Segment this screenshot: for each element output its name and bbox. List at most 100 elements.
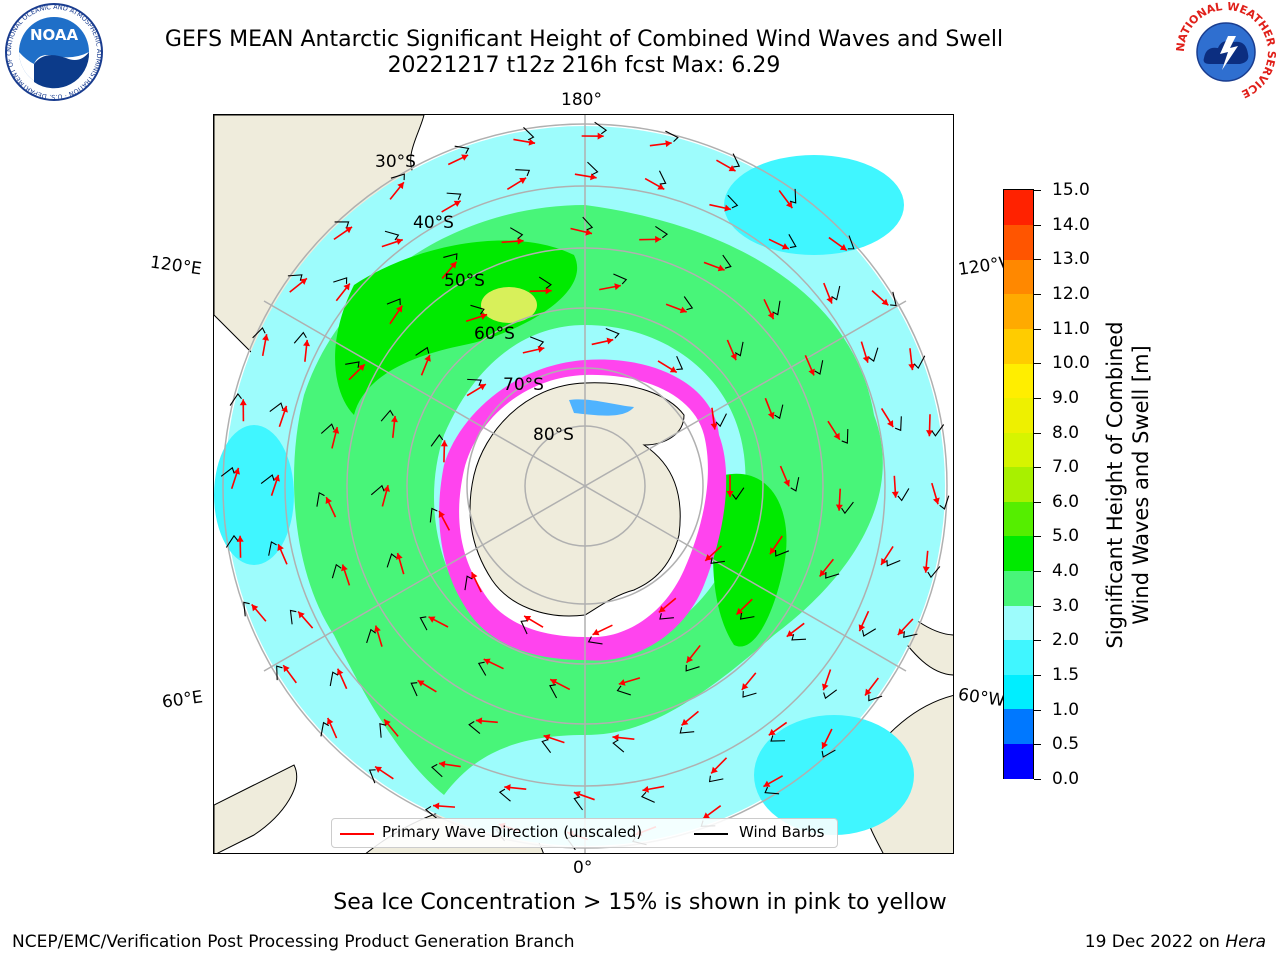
wind-barb — [410, 682, 418, 697]
wind-barb — [515, 169, 531, 177]
wind-barb — [320, 721, 330, 737]
wind-barb — [683, 296, 694, 311]
wave-direction-arrowhead — [710, 423, 718, 430]
wave-direction-arrowhead — [702, 812, 710, 819]
colorbar-tick-label: 8.0 — [1052, 422, 1080, 443]
wind-barb — [523, 126, 535, 141]
wind-barb — [774, 404, 784, 420]
wave-direction-arrowhead — [833, 432, 840, 440]
wave-direction-arrowhead — [345, 226, 353, 234]
colorbar-tick — [1034, 605, 1041, 607]
colorbar-tick — [1034, 536, 1041, 538]
colorbar-tick-label: 2.0 — [1052, 630, 1080, 651]
wind-barb — [791, 634, 807, 641]
wind-barb — [477, 661, 487, 676]
colorbar-tick — [1034, 709, 1041, 711]
wind-barb — [658, 170, 667, 185]
wave-direction-arrowhead — [395, 552, 403, 560]
wave-direction-arrowhead — [717, 264, 725, 272]
colorbar-tick — [1034, 328, 1041, 330]
wave-direction-arrowhead — [858, 624, 866, 632]
wave-direction-arrowhead — [826, 296, 833, 304]
footer-date: 19 Dec 2022 on Hera — [1085, 932, 1266, 952]
wave-direction-arrowhead — [332, 427, 340, 434]
wind-barb — [710, 557, 725, 564]
wave-direction-arrowhead — [453, 200, 461, 207]
wind-barb — [368, 769, 376, 784]
wind-barb — [429, 507, 438, 523]
wave-direction-arrowhead — [390, 415, 398, 423]
wind-barb — [731, 487, 745, 501]
colorbar-tick-label: 12.0 — [1052, 283, 1090, 304]
wind-barb — [268, 541, 277, 556]
colorbar-segment — [1004, 501, 1033, 537]
wave-direction-arrowhead — [543, 734, 551, 741]
wind-barb — [594, 121, 608, 135]
colorbar-label-line1: Significant Height of Combined — [1103, 321, 1127, 649]
wave-direction-arrowhead — [726, 491, 734, 497]
wind-barb — [331, 563, 342, 579]
colorbar-segment — [1004, 190, 1033, 226]
wave-direction-arrowhead — [524, 615, 532, 623]
wind-barb — [841, 429, 849, 444]
wave-direction-arrowhead — [705, 554, 713, 561]
wave-direction-arrowhead — [711, 766, 718, 774]
wind-barb — [334, 221, 350, 228]
wave-direction-arrowhead — [783, 479, 790, 487]
colorbar-segment — [1004, 674, 1033, 710]
wind-barb — [316, 491, 325, 507]
wave-direction-arrowhead — [233, 467, 240, 475]
wind-barb — [289, 609, 297, 625]
wave-direction-arrowhead — [383, 485, 390, 492]
colorbar-segment — [1004, 605, 1033, 641]
lat-label-40s: 40°S — [413, 213, 454, 233]
wave-direction-arrowhead — [396, 305, 403, 313]
lon-label-180: 180° — [561, 90, 602, 110]
colorbar-tick-label: 14.0 — [1052, 214, 1090, 235]
wave-direction-arrowhead — [471, 572, 478, 580]
wind-barb — [225, 534, 239, 548]
wind-barb — [790, 477, 800, 492]
wind-barb — [715, 413, 727, 428]
colorbar-tick-label: 5.0 — [1052, 526, 1080, 547]
legend-label-wind-barbs: Wind Barbs — [739, 823, 825, 841]
wave-direction-arrowhead — [781, 243, 789, 250]
wave-direction-arrowhead — [384, 719, 391, 727]
wind-barb — [415, 346, 430, 356]
wave-direction-arrowhead — [517, 237, 524, 245]
wind-barb — [390, 173, 405, 181]
wave-direction-arrowhead — [262, 334, 269, 341]
wind-barb — [573, 796, 583, 811]
wind-barb — [320, 423, 335, 434]
colorbar-segment — [1004, 397, 1033, 433]
colorbar-segment — [1004, 259, 1033, 295]
colorbar-tick-label: 15.0 — [1052, 180, 1090, 200]
wind-barb — [498, 788, 511, 802]
lon-label-60e: 60°E — [160, 687, 205, 713]
wind-barb — [470, 304, 485, 315]
wave-direction-arrowhead — [881, 298, 889, 306]
wave-direction-arrowhead — [922, 566, 930, 573]
wave-direction-arrowhead — [908, 363, 916, 371]
wind-barb — [293, 331, 307, 344]
wave-direction-arrowhead — [341, 564, 348, 572]
colorbar-tick — [1034, 397, 1041, 399]
wind-barb — [616, 685, 631, 696]
wind-barb — [464, 575, 473, 591]
wind-barb — [679, 727, 695, 734]
wind-barb — [939, 495, 950, 510]
colorbar — [1003, 189, 1034, 779]
wind-barb — [708, 775, 724, 783]
map-panel[interactable] — [213, 114, 954, 854]
colorbar-tick — [1034, 640, 1041, 642]
lon-label-60w: 60°W — [956, 684, 1007, 712]
wave-direction-arrowhead — [438, 760, 446, 768]
wind-barb — [886, 559, 901, 567]
wind-barb — [443, 253, 458, 260]
wave-direction-arrowhead — [769, 547, 777, 555]
wave-direction-arrowhead — [785, 201, 793, 209]
wave-direction-arrowhead — [374, 625, 381, 633]
wind-barb — [734, 341, 744, 357]
wave-direction-arrowhead — [433, 802, 440, 810]
wind-barb — [821, 749, 836, 758]
